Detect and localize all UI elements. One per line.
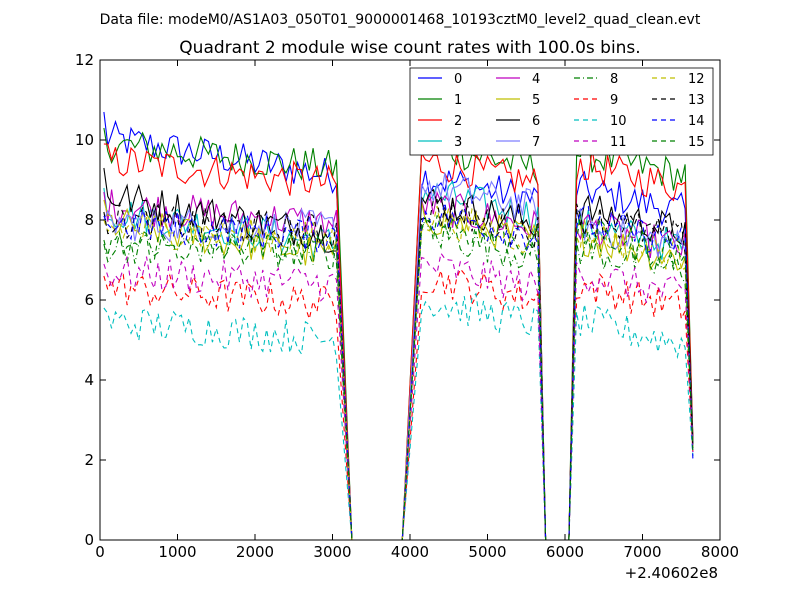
series-layer: [103, 111, 694, 540]
series-line-9: [103, 267, 694, 540]
x-tick-label: 0: [95, 543, 105, 561]
y-tick-label: 6: [84, 291, 94, 309]
y-tick-label: 10: [75, 131, 94, 149]
series-line-10: [103, 292, 694, 540]
series-line-5: [103, 199, 694, 540]
legend-label-4: 4: [532, 72, 540, 87]
legend-label-2: 2: [454, 114, 462, 129]
series-line-13: [103, 198, 694, 540]
chart-title: Quadrant 2 module wise count rates with …: [179, 38, 640, 58]
legend-label-15: 15: [688, 135, 705, 150]
series-line-6: [103, 167, 694, 540]
y-tick-label: 8: [84, 211, 94, 229]
legend-label-3: 3: [454, 135, 462, 150]
x-tick-label: 5000: [468, 543, 506, 561]
legend-label-1: 1: [454, 93, 462, 108]
x-tick-label: 8000: [701, 543, 739, 561]
legend-label-9: 9: [610, 93, 618, 108]
ticks-layer: 0 1000 2000 3000 4000 5000 6000 7000 80000246810…: [75, 51, 739, 561]
x-tick-label: 3000: [313, 543, 351, 561]
legend-label-12: 12: [688, 72, 705, 87]
legend-label-5: 5: [532, 93, 540, 108]
series-line-14: [103, 202, 694, 540]
y-tick-label: 2: [84, 451, 94, 469]
series-line-15: [103, 215, 694, 540]
y-tick-label: 0: [84, 531, 94, 549]
series-line-2: [103, 143, 694, 540]
x-offset-label: +2.40602e8: [625, 564, 718, 582]
y-tick-label: 12: [75, 51, 94, 69]
x-tick-label: 1000: [158, 543, 196, 561]
legend-label-7: 7: [532, 135, 540, 150]
legend-label-13: 13: [688, 93, 705, 108]
y-tick-label: 4: [84, 371, 94, 389]
legend-label-6: 6: [532, 114, 540, 129]
series-line-8: [103, 216, 694, 540]
series-line-12: [103, 205, 694, 540]
chart-supertitle: Data file: modeM0/AS1A03_050T01_90000014…: [100, 12, 701, 28]
x-tick-label: 4000: [391, 543, 429, 561]
legend-label-10: 10: [610, 114, 627, 129]
legend-label-0: 0: [454, 72, 462, 87]
x-tick-label: 7000: [623, 543, 661, 561]
legend-label-8: 8: [610, 72, 618, 87]
legend-label-14: 14: [688, 114, 705, 129]
legend-label-11: 11: [610, 135, 627, 150]
x-tick-label: 2000: [236, 543, 274, 561]
series-line-7: [103, 172, 694, 540]
x-tick-label: 6000: [546, 543, 584, 561]
series-line-11: [103, 251, 694, 540]
